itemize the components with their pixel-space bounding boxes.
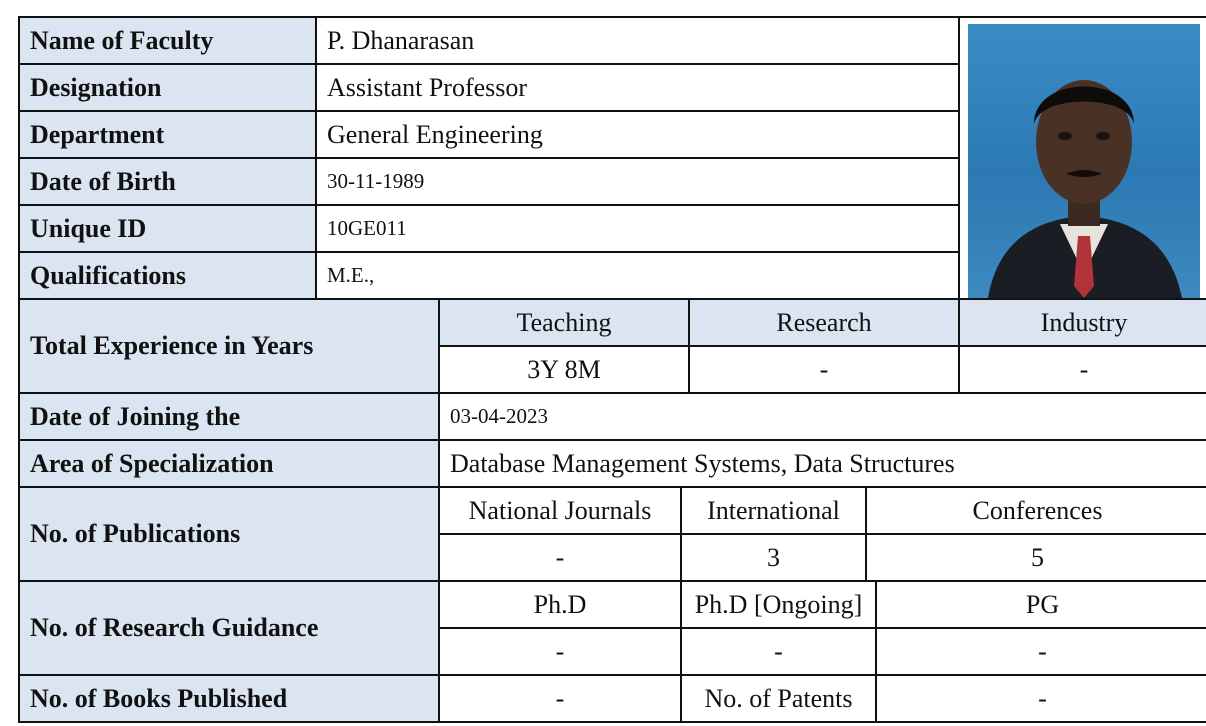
column-header: International: [680, 486, 867, 535]
column-header: Industry: [958, 298, 1206, 347]
section-value: Database Management Systems, Data Struct…: [438, 439, 1206, 488]
field-value: M.E.,: [315, 251, 960, 300]
section-label: Date of Joining the: [18, 392, 440, 441]
field-label: Name of Faculty: [18, 16, 317, 65]
patents-label: No. of Patents: [680, 674, 877, 723]
field-label: Designation: [18, 63, 317, 112]
field-label: Department: [18, 110, 317, 159]
column-header: Conferences: [865, 486, 1206, 535]
column-value: -: [875, 627, 1206, 676]
column-header: Ph.D: [438, 580, 682, 629]
column-value: -: [680, 627, 877, 676]
field-label: Date of Birth: [18, 157, 317, 206]
column-header: Teaching: [438, 298, 690, 347]
section-label: Area of Specialization: [18, 439, 440, 488]
column-header: Research: [688, 298, 960, 347]
column-value: -: [438, 627, 682, 676]
column-value: -: [958, 345, 1206, 394]
column-header: National Journals: [438, 486, 682, 535]
column-header: Ph.D [Ongoing]: [680, 580, 877, 629]
field-value: P. Dhanarasan: [315, 16, 960, 65]
field-label: Qualifications: [18, 251, 317, 300]
field-value: 30-11-1989: [315, 157, 960, 206]
photo-drawing: [988, 80, 1182, 298]
column-value: -: [688, 345, 960, 394]
books-value: -: [438, 674, 682, 723]
section-label: Total Experience in Years: [18, 298, 440, 394]
field-value: General Engineering: [315, 110, 960, 159]
section-value: 03-04-2023: [438, 392, 1206, 441]
column-value: -: [438, 533, 682, 582]
field-value: 10GE011: [315, 204, 960, 253]
section-label: No. of Research Guidance: [18, 580, 440, 676]
faculty-photo: [968, 24, 1200, 298]
column-value: 5: [865, 533, 1206, 582]
field-label: Unique ID: [18, 204, 317, 253]
section-label: No. of Publications: [18, 486, 440, 582]
column-header: PG: [875, 580, 1206, 629]
field-value: Assistant Professor: [315, 63, 960, 112]
patents-value: -: [875, 674, 1206, 723]
section-label: No. of Books Published: [18, 674, 440, 723]
column-value: 3Y 8M: [438, 345, 690, 394]
column-value: 3: [680, 533, 867, 582]
